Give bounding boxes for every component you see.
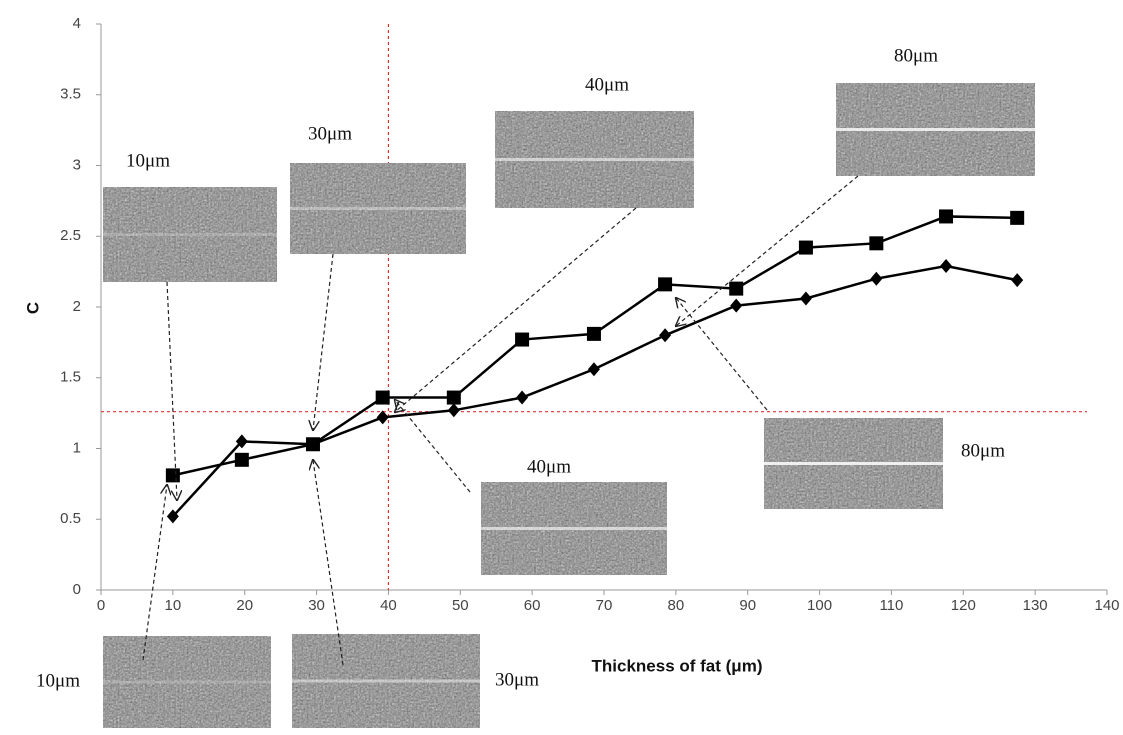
point: [376, 410, 389, 425]
point: [516, 390, 529, 405]
point: [799, 291, 812, 306]
annotation-label: 30μm: [495, 669, 539, 690]
x-tick-label: 30: [308, 597, 325, 614]
annotation-arrow: [676, 298, 768, 411]
point: [869, 236, 884, 251]
x-tick-label: 120: [951, 597, 976, 614]
x-tick-label: 140: [1094, 597, 1119, 614]
x-tick-label: 40: [380, 597, 397, 614]
annotation-label: 10μm: [36, 670, 80, 691]
x-tick-label: 10: [165, 597, 182, 614]
inset: [103, 187, 277, 282]
point: [166, 509, 179, 524]
inset: [764, 418, 943, 509]
point: [729, 281, 744, 296]
point: [870, 271, 883, 286]
x-tick-label: 100: [807, 597, 832, 614]
x-tick-label: 0: [97, 597, 105, 614]
annotation-arrow: [395, 207, 637, 412]
point: [659, 328, 672, 343]
point: [939, 209, 954, 224]
point: [515, 332, 530, 347]
x-tick-label: 130: [1023, 597, 1048, 614]
inset: [292, 634, 480, 728]
inset: [290, 163, 466, 254]
point: [165, 468, 180, 483]
inset: [836, 83, 1035, 176]
annotation-label: 10μm: [126, 150, 170, 171]
annotation-arrow: [166, 281, 177, 500]
inset-image: [292, 634, 480, 728]
y-tick-label: 0: [73, 581, 81, 598]
x-tick-label: 70: [596, 597, 613, 614]
y-tick-label: 4: [73, 15, 81, 32]
x-tick-label: 20: [236, 597, 253, 614]
point: [1011, 273, 1024, 288]
x-tick-label: 110: [879, 597, 903, 614]
annotation-label: 30μm: [308, 123, 352, 144]
y-tick-label: 1.5: [60, 369, 81, 386]
point: [235, 434, 248, 449]
inset: [481, 482, 667, 575]
point: [730, 298, 743, 313]
point: [798, 240, 813, 255]
annotation-arrow: [395, 400, 471, 493]
point: [586, 326, 601, 341]
y-tick-label: 0.5: [60, 510, 81, 527]
annotation-label: 40μm: [527, 456, 571, 477]
x-tick-label: 50: [452, 597, 469, 614]
point: [306, 437, 319, 452]
annotation-arrow: [313, 253, 334, 430]
inset: [495, 111, 694, 208]
x-axis-title: Thickness of fat (μm): [592, 656, 763, 675]
inset-image: [290, 163, 466, 254]
y-tick-label: 1: [73, 439, 81, 456]
y-tick-label: 2.5: [60, 227, 81, 244]
annotation-arrow: [142, 485, 167, 661]
annotation-label: 80μm: [961, 440, 1005, 461]
annotation-arrow: [676, 175, 859, 326]
point: [658, 277, 673, 292]
point: [375, 390, 390, 405]
annotation-label: 80μm: [894, 45, 938, 66]
point: [446, 390, 461, 405]
point: [234, 452, 249, 467]
y-tick-label: 2: [73, 298, 81, 315]
y-axis-title: C: [23, 302, 42, 314]
inset-image: [103, 636, 271, 728]
x-tick-label: 90: [739, 597, 756, 614]
annotation-label: 40μm: [585, 74, 629, 95]
y-tick-label: 3.5: [60, 86, 81, 103]
inset-image: [103, 187, 277, 282]
x-tick-label: 60: [524, 597, 541, 614]
point: [447, 403, 460, 418]
x-tick-label: 80: [668, 597, 685, 614]
y-tick-label: 3: [73, 156, 81, 173]
point: [1010, 210, 1025, 225]
point: [587, 362, 600, 377]
point: [940, 258, 953, 273]
inset: [103, 636, 271, 728]
